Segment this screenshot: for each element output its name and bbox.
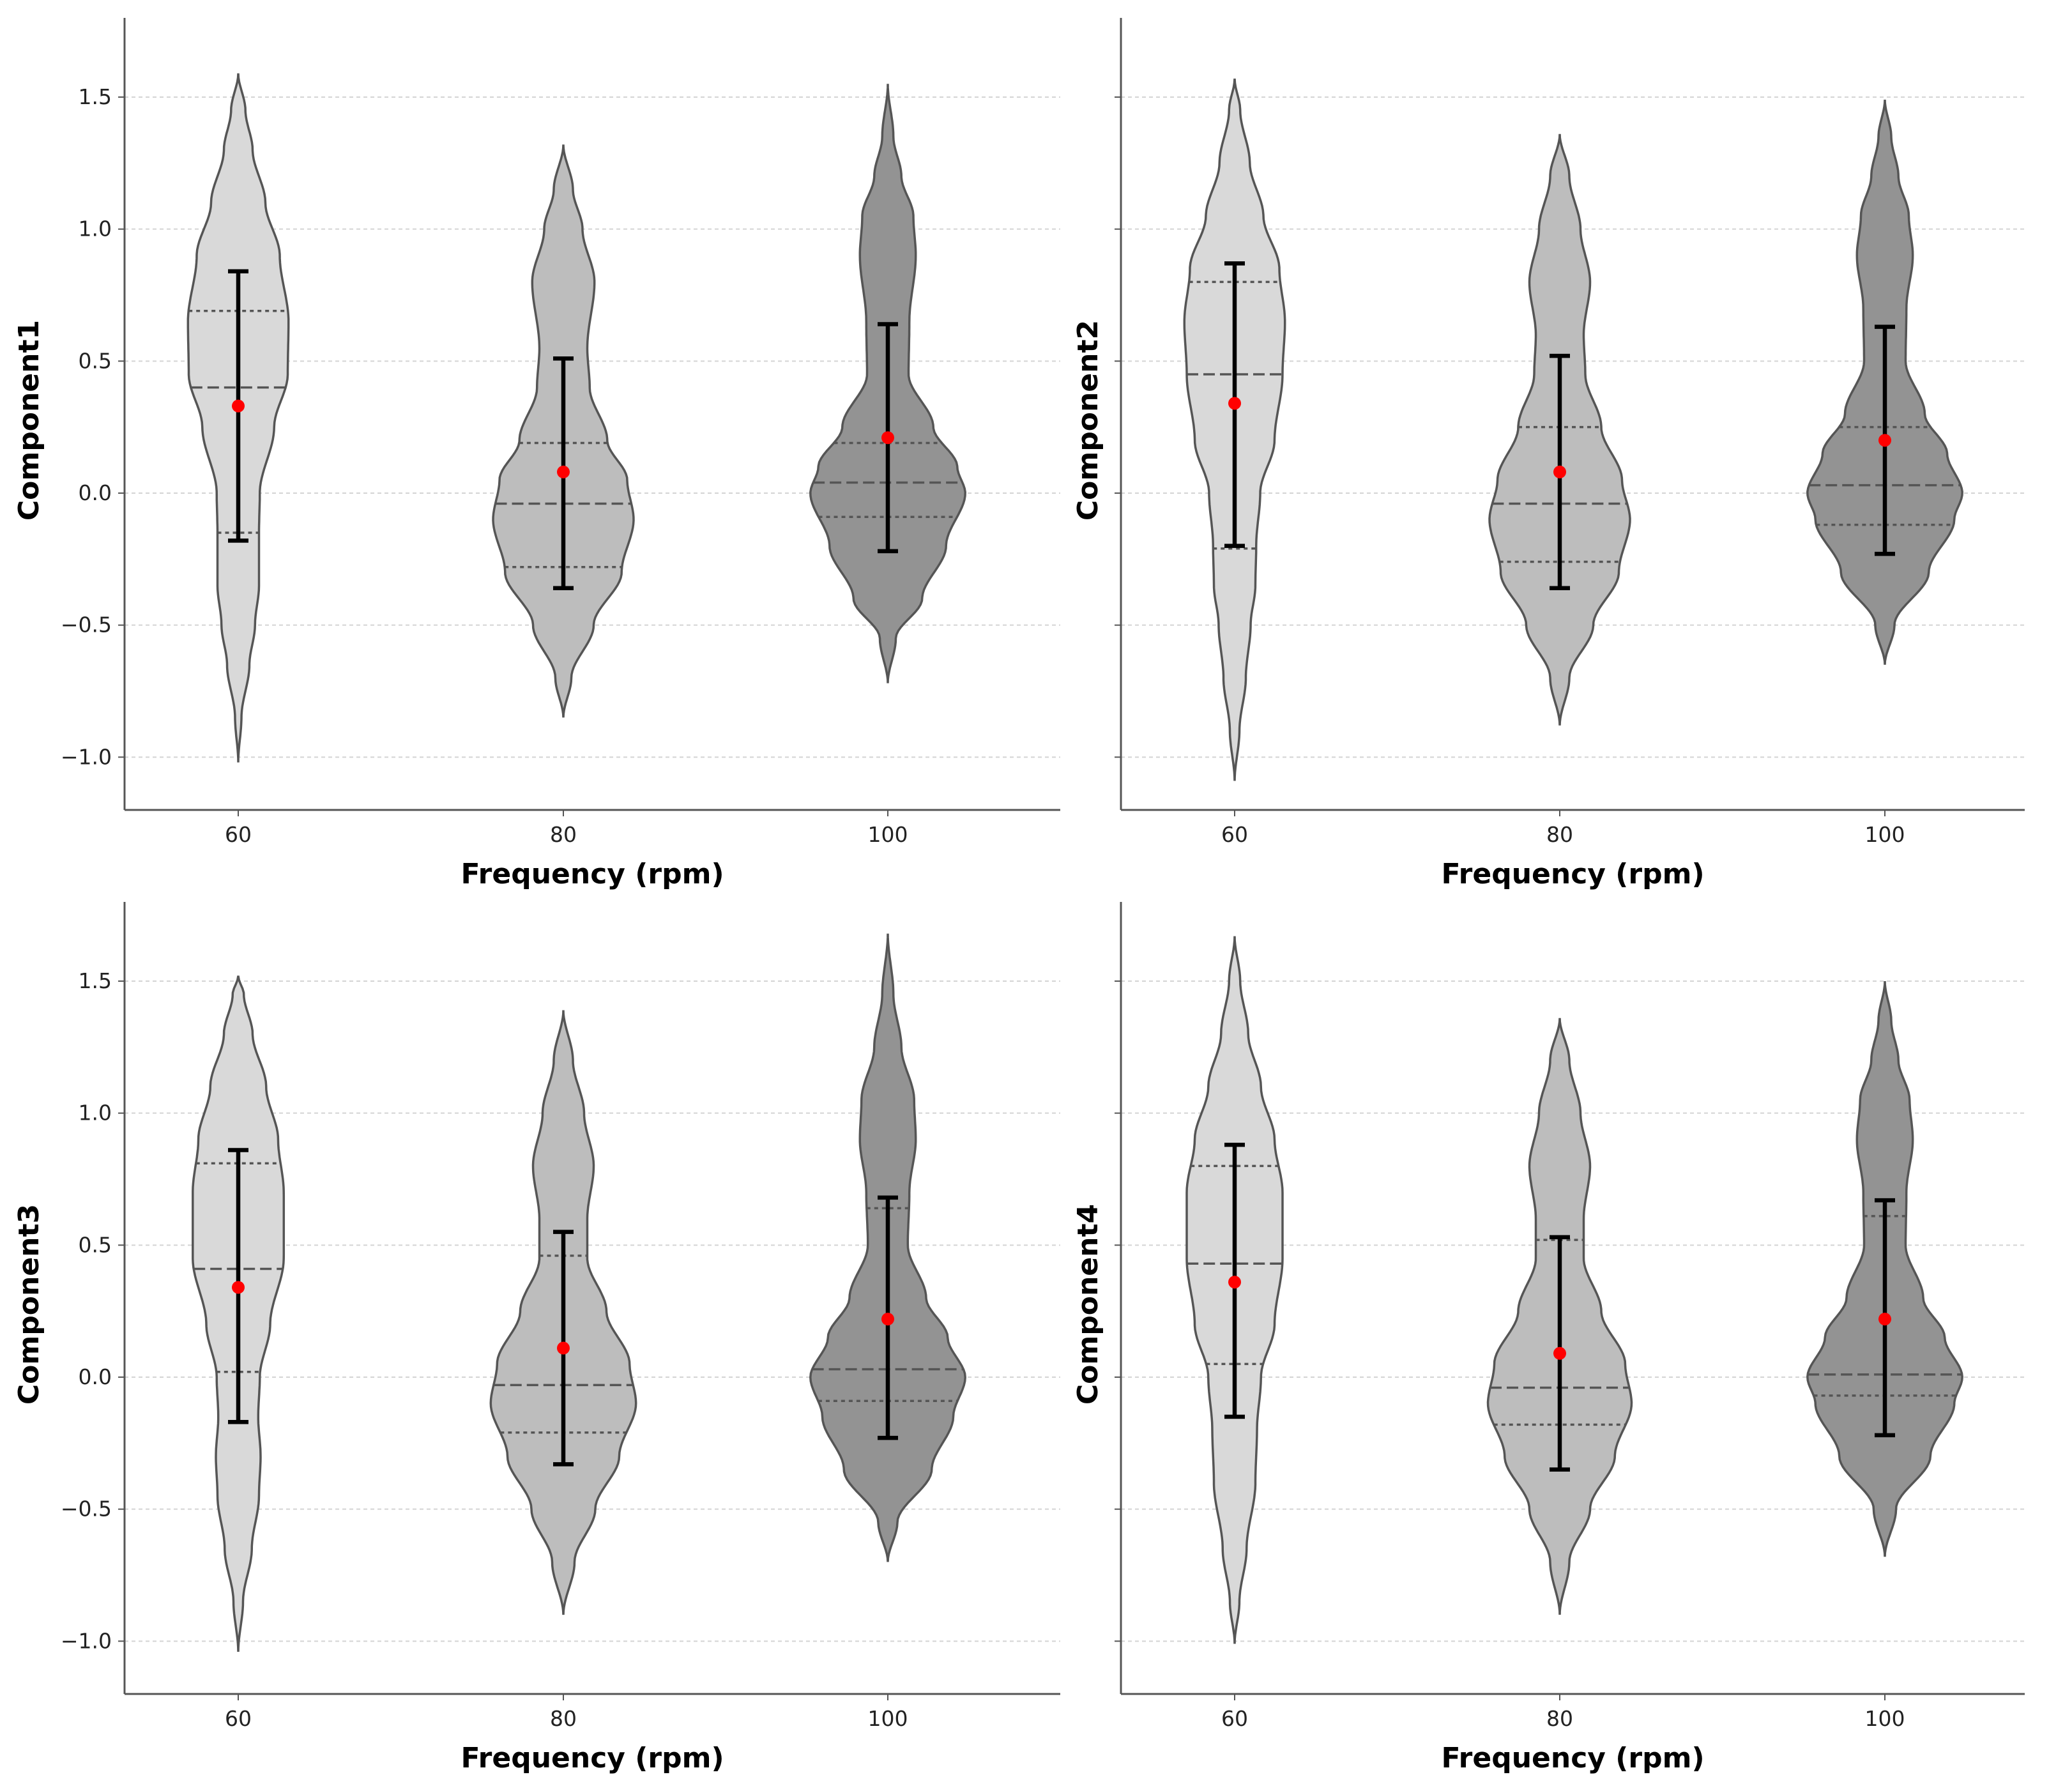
y-tick-label: 0.5	[79, 348, 112, 373]
x-axis-title: Frequency (rpm)	[461, 858, 724, 890]
x-axis-title: Frequency (rpm)	[1441, 1742, 1704, 1774]
x-tick-label: 100	[868, 822, 908, 847]
violin-100	[809, 84, 966, 683]
mean-point	[557, 1341, 570, 1355]
y-tick-label: −1.0	[61, 744, 112, 769]
chart-panel-2: 60 80 100 Frequency (rpm) Component2	[1072, 18, 2025, 890]
violin-60	[192, 975, 286, 1652]
chart-panel-3: −1.0 −0.5 0.0 0.5 1.0 1.5 60 80 100 Frequency (rp…	[13, 902, 1060, 1774]
mean-point	[881, 431, 894, 445]
y-tick-label: 0.0	[79, 480, 112, 505]
violin-80	[489, 1010, 637, 1615]
y-tick-label: 0.5	[79, 1232, 112, 1257]
x-axis-title: Frequency (rpm)	[461, 1742, 724, 1774]
y-axis-title: Component2	[1072, 320, 1104, 521]
x-tick-label: 60	[225, 1706, 252, 1731]
y-tick-label: 1.5	[79, 968, 112, 993]
x-tick-label: 100	[868, 1706, 908, 1731]
y-tick-label: −0.5	[61, 1497, 112, 1522]
chart-panel-4: 60 80 100 Frequency (rpm) Component4	[1072, 902, 2025, 1774]
x-tick-label: 80	[550, 822, 577, 847]
y-tick-label: −0.5	[61, 613, 112, 637]
violin-60	[187, 73, 290, 763]
mean-point	[1228, 1276, 1241, 1289]
violin-60	[1185, 936, 1284, 1644]
mean-point	[1228, 397, 1241, 410]
mean-point	[1878, 1313, 1891, 1326]
violin-100	[1806, 980, 1963, 1557]
x-tick-label: 60	[1221, 1706, 1248, 1731]
y-tick-label: 1.5	[79, 84, 112, 109]
y-axis-title: Component4	[1072, 1204, 1104, 1405]
x-tick-label: 80	[550, 1706, 577, 1731]
x-tick-label: 60	[225, 822, 252, 847]
y-tick-label: 0.0	[79, 1364, 112, 1389]
mean-point	[557, 465, 570, 478]
y-tick-label: 1.0	[79, 217, 112, 241]
y-tick-label: 1.0	[79, 1101, 112, 1125]
x-tick-label: 80	[1546, 822, 1573, 847]
y-axis-title: Component3	[13, 1204, 45, 1405]
violin-80	[1486, 1018, 1633, 1615]
mean-point	[1553, 465, 1566, 478]
chart-panel-1: −1.0 −0.5 0.0 0.5 1.0 1.5 60 80 100 Frequency (rp…	[13, 18, 1060, 890]
x-tick-label: 60	[1221, 822, 1248, 847]
mean-point	[881, 1313, 894, 1326]
mean-point	[232, 1281, 245, 1294]
violin-80	[492, 144, 635, 718]
violin-100	[809, 933, 966, 1562]
violin-60	[1183, 78, 1286, 781]
x-tick-label: 80	[1546, 1706, 1573, 1731]
y-axis-title: Component1	[13, 320, 45, 521]
x-tick-label: 100	[1865, 1706, 1905, 1731]
mean-point	[232, 399, 245, 413]
y-tick-label: −1.0	[61, 1628, 112, 1653]
violin-80	[1488, 133, 1631, 726]
x-axis-title: Frequency (rpm)	[1441, 858, 1704, 890]
x-tick-label: 100	[1865, 822, 1905, 847]
violin-100	[1806, 100, 1963, 665]
mean-point	[1878, 434, 1891, 447]
mean-point	[1553, 1346, 1566, 1360]
